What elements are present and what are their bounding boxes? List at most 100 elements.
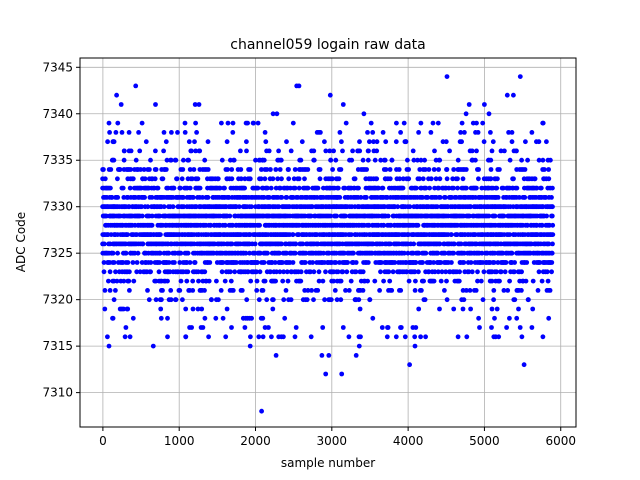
data-point (179, 176, 185, 182)
data-point (413, 278, 418, 284)
data-point (126, 148, 132, 154)
data-point (292, 167, 298, 172)
data-point (544, 213, 549, 219)
data-point (108, 167, 114, 172)
data-point (549, 260, 555, 265)
data-point (137, 148, 143, 154)
data-point (361, 111, 367, 117)
data-point (466, 269, 472, 275)
data-point (123, 250, 129, 256)
data-point (469, 157, 475, 163)
data-point (232, 269, 238, 275)
data-point (270, 111, 276, 117)
y-tick-label: 7340 (42, 107, 73, 121)
data-point (356, 185, 361, 191)
data-point (356, 343, 362, 349)
data-point (317, 176, 323, 182)
data-point (340, 269, 346, 275)
data-point (521, 362, 527, 368)
data-point (168, 297, 174, 303)
data-point (451, 167, 457, 172)
data-point (242, 176, 248, 182)
data-point (347, 157, 352, 163)
data-point (393, 334, 399, 340)
data-point (268, 167, 273, 172)
data-point (536, 157, 542, 163)
data-point (157, 250, 163, 256)
data-point (525, 157, 530, 163)
data-point (474, 185, 479, 191)
data-point (101, 260, 107, 265)
data-point (169, 130, 174, 135)
data-point (174, 176, 180, 182)
data-point (288, 185, 293, 191)
data-point (338, 167, 344, 172)
data-point (422, 167, 428, 172)
data-point (498, 269, 504, 275)
data-point (450, 176, 456, 182)
data-point (506, 130, 511, 135)
data-point (345, 260, 350, 265)
data-point (507, 157, 513, 163)
y-tick-label: 7330 (42, 200, 73, 214)
x-tick-label: 1000 (164, 434, 195, 448)
data-point (130, 260, 136, 265)
data-point (451, 306, 457, 312)
data-point (160, 176, 166, 182)
data-point (284, 269, 290, 275)
data-point (286, 176, 292, 182)
data-point (418, 120, 424, 126)
data-point (323, 371, 329, 377)
data-point (476, 315, 481, 321)
data-point (219, 157, 225, 163)
data-point (317, 167, 323, 172)
data-point (257, 157, 263, 163)
data-point (550, 241, 555, 247)
data-point (131, 278, 137, 284)
data-point (398, 288, 404, 293)
data-point (372, 157, 378, 163)
data-point (377, 288, 382, 293)
data-point (389, 288, 395, 293)
data-point (449, 232, 454, 238)
data-point (507, 278, 512, 284)
data-point (444, 297, 450, 303)
data-point (270, 176, 276, 182)
data-point (247, 250, 252, 256)
data-point (476, 176, 481, 182)
data-point (397, 176, 402, 182)
data-point (383, 167, 389, 172)
data-point (254, 288, 260, 293)
data-point (343, 213, 348, 219)
data-point (490, 139, 496, 145)
data-point (463, 111, 469, 117)
data-point (281, 297, 287, 303)
data-point (342, 185, 348, 191)
data-point (106, 120, 112, 126)
data-point (197, 185, 203, 191)
data-point (292, 250, 298, 256)
data-point (416, 306, 422, 312)
data-point (475, 278, 480, 284)
data-point (253, 157, 258, 163)
data-point (315, 288, 321, 293)
data-point (455, 185, 460, 191)
data-point (228, 269, 233, 275)
data-point (193, 120, 199, 126)
data-point (444, 167, 450, 172)
data-point (446, 185, 452, 191)
data-point (268, 269, 273, 275)
data-point (296, 185, 302, 191)
data-point (462, 130, 467, 135)
data-point (511, 92, 516, 98)
data-point (477, 325, 482, 330)
data-point (540, 157, 546, 163)
data-point (111, 260, 117, 265)
data-point (428, 176, 434, 182)
data-point (219, 120, 224, 126)
data-point (494, 306, 500, 312)
data-point (398, 325, 403, 330)
data-point (523, 278, 529, 284)
data-point (284, 139, 289, 145)
data-point (196, 102, 202, 107)
